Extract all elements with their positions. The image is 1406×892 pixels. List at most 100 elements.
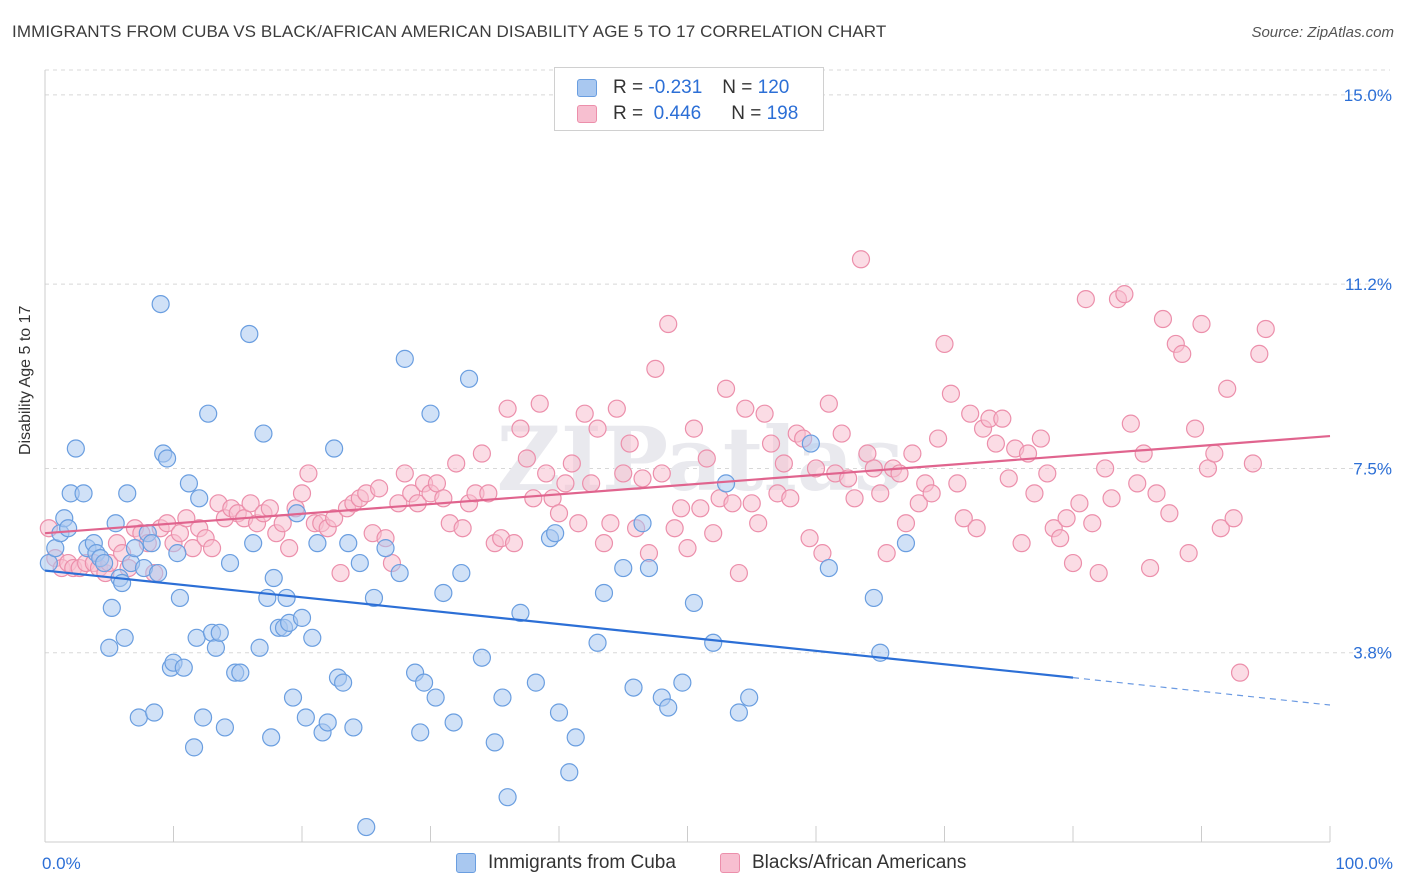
cuba-point: [199, 404, 218, 423]
black-point: [511, 419, 530, 438]
cuba-point: [142, 534, 161, 553]
cuba-point: [59, 519, 78, 538]
black-point: [845, 489, 864, 508]
black-point: [755, 404, 774, 423]
black-point: [646, 359, 665, 378]
cuba-point: [434, 583, 453, 603]
pink-swatch-icon: [720, 853, 740, 873]
black-point: [395, 464, 414, 483]
black-point: [839, 469, 858, 488]
y-tick-label: 7.5%: [1353, 459, 1392, 478]
black-point: [1057, 509, 1076, 528]
y-tick-label: 15.0%: [1344, 86, 1392, 105]
pink-swatch-icon: [577, 105, 597, 123]
cuba-point: [498, 788, 517, 807]
blue-swatch-icon: [577, 79, 597, 97]
cuba-point: [145, 703, 164, 722]
black-point: [292, 484, 312, 503]
cuba-point: [614, 558, 633, 578]
cuba-point: [357, 817, 376, 837]
black-point: [588, 419, 607, 438]
legend-n-value: 120: [757, 77, 790, 98]
black-point: [498, 399, 517, 418]
cuba-point: [283, 688, 303, 707]
legend-n-label: N =: [731, 103, 762, 124]
black-point: [1134, 444, 1153, 463]
y-tick-label: 11.2%: [1345, 275, 1392, 294]
legend-r-value: -0.231: [648, 77, 703, 98]
black-point: [877, 544, 896, 563]
cuba-point: [334, 673, 353, 692]
cuba-point: [639, 558, 659, 578]
cuba-point: [262, 728, 281, 747]
cuba-point: [151, 294, 170, 314]
cuba-point: [220, 553, 240, 573]
black-point: [241, 494, 260, 513]
black-point: [524, 489, 543, 508]
black-point: [909, 494, 928, 513]
black-point: [1128, 474, 1147, 493]
black-point: [1256, 319, 1275, 339]
black-point: [472, 444, 491, 463]
black-point: [742, 494, 761, 513]
black-point: [1031, 429, 1050, 448]
black-point: [517, 449, 536, 468]
black-point: [1211, 519, 1230, 538]
cuba-point: [421, 404, 440, 423]
black-point: [832, 424, 851, 443]
cuba-point: [673, 673, 692, 692]
cuba-point: [729, 703, 749, 722]
cuba-point: [426, 688, 445, 707]
legend-r-label: R =: [613, 77, 644, 98]
cuba-point: [100, 638, 119, 657]
legend-n-label: N =: [722, 77, 753, 98]
source-label: Source: ZipAtlas.com: [1251, 24, 1394, 41]
black-point: [504, 534, 524, 553]
black-point: [331, 563, 350, 583]
cuba-point: [364, 588, 384, 608]
cuba-point: [624, 678, 643, 697]
black-point: [601, 514, 620, 533]
legend-item-cuba: Immigrants from Cuba: [456, 852, 676, 874]
cuba-point: [485, 733, 504, 752]
cuba-point: [277, 588, 296, 608]
stats-legend: R = -0.231 N = 120 R = 0.446 N = 198: [554, 67, 824, 131]
cuba-point: [264, 568, 283, 588]
black-point: [781, 489, 800, 508]
cuba-point: [74, 484, 93, 503]
black-point: [479, 484, 498, 503]
legend-r-value: 0.446: [653, 103, 702, 124]
black-point: [1096, 459, 1115, 478]
cuba-point: [303, 628, 322, 647]
cuba-point: [633, 514, 652, 533]
cuba-point: [318, 713, 337, 732]
black-trendline: [44, 434, 1331, 535]
legend-item-black: Blacks/African Americans: [720, 852, 966, 874]
black-point: [871, 484, 890, 503]
black-point: [370, 479, 389, 498]
black-point: [851, 250, 871, 269]
black-point: [273, 514, 292, 533]
cuba-point: [376, 539, 395, 558]
cuba-point: [157, 449, 177, 468]
cuba-point: [493, 688, 512, 707]
black-point: [607, 399, 626, 418]
cuba-point: [168, 544, 187, 563]
black-point: [1173, 344, 1192, 363]
black-point: [948, 474, 967, 493]
black-point: [1089, 563, 1108, 583]
black-point: [1218, 379, 1237, 398]
cuba-trendline-extension: [1072, 677, 1331, 706]
cuba-point: [339, 534, 358, 553]
black-point: [761, 434, 781, 453]
black-point: [1192, 314, 1211, 334]
cuba-point: [594, 583, 614, 603]
black-point: [729, 563, 749, 583]
cuba-point: [118, 484, 137, 503]
black-point: [1076, 290, 1095, 309]
black-point: [582, 474, 601, 493]
black-point: [1147, 484, 1166, 503]
cuba-point: [459, 369, 479, 388]
black-point: [260, 499, 279, 518]
